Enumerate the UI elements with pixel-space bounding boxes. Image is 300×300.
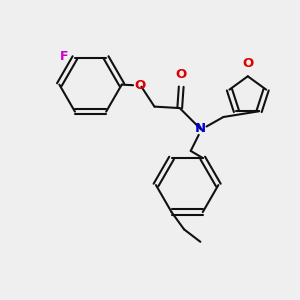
Text: F: F xyxy=(60,50,68,63)
Text: N: N xyxy=(195,122,206,135)
Text: O: O xyxy=(134,79,146,92)
Text: O: O xyxy=(176,68,187,81)
Text: O: O xyxy=(242,57,254,70)
